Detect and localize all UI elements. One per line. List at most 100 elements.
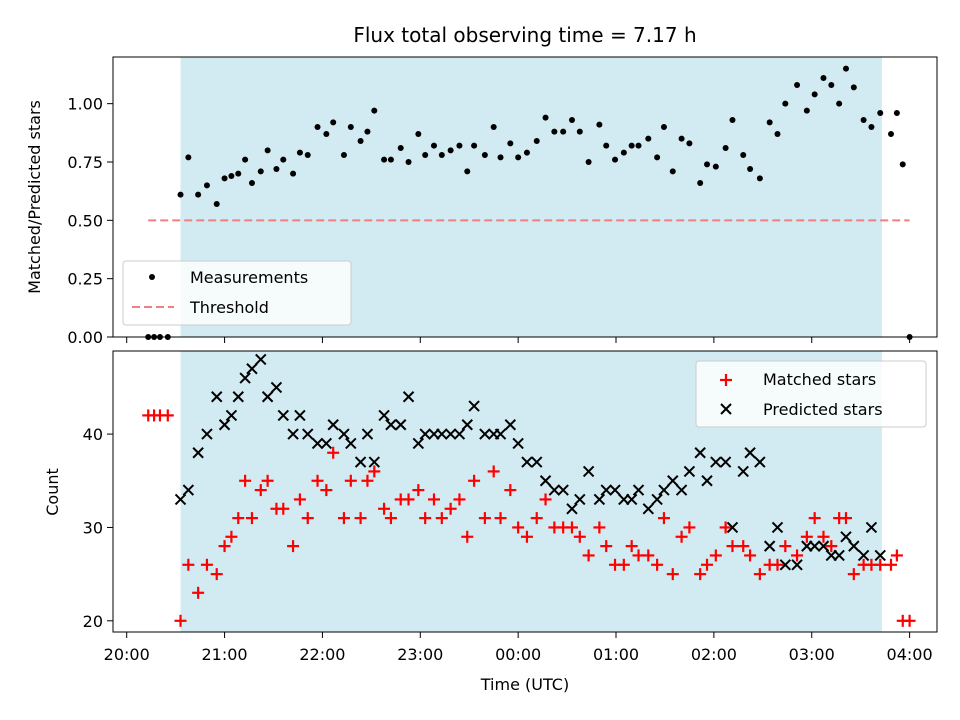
measurement-point <box>242 156 249 163</box>
y-tick-label: 1.00 <box>67 95 103 114</box>
matched-star-marker <box>726 540 739 553</box>
measurement-point <box>729 117 736 123</box>
top-x-tick-marks <box>126 337 911 343</box>
matched-star-marker <box>361 474 374 487</box>
bottom-axes-frame <box>112 350 938 633</box>
matched-star-marker <box>402 493 415 506</box>
predicted-star-marker <box>771 521 784 534</box>
predicted-star-marker <box>395 419 407 431</box>
measurement-point <box>364 128 371 135</box>
measurement-point <box>842 65 849 72</box>
predicted-star-marker <box>625 493 638 506</box>
measurement-point <box>585 159 592 165</box>
top-y-ticks: 0.00 0.25 0.50 0.75 1.00 <box>67 95 113 347</box>
predicted-star-marker <box>566 503 578 515</box>
matched-star-marker <box>847 568 860 581</box>
predicted-star-marker <box>817 540 830 552</box>
predicted-star-marker <box>512 437 524 450</box>
predicted-star-marker <box>675 484 688 496</box>
measurement-point <box>820 75 827 81</box>
measurement-point <box>371 107 378 114</box>
matched-star-marker <box>261 474 274 487</box>
x-tick-label: 04:00 <box>887 645 933 664</box>
measurement-point <box>860 117 867 123</box>
measurement-point <box>273 166 280 172</box>
predicted-star-marker <box>201 428 213 440</box>
measurement-point <box>628 142 635 149</box>
matched-star-marker <box>694 568 707 581</box>
measurement-point <box>257 168 264 175</box>
matched-star-marker <box>625 540 638 553</box>
matched-star-marker <box>487 465 500 478</box>
bottom-x-ticks: 20:00 21:00 22:00 23:00 00:00 01:00 02:00 03:00… <box>104 632 933 664</box>
measurement-point <box>523 149 530 156</box>
predicted-star-marker <box>539 475 552 487</box>
matched-star-marker <box>642 549 655 562</box>
measurement-point <box>438 152 445 158</box>
measurement-point <box>456 142 463 149</box>
predicted-star-marker <box>651 493 663 506</box>
matched-star-marker <box>225 530 238 543</box>
matched-star-marker <box>530 512 543 525</box>
matched-star-marker <box>337 512 350 525</box>
predicted-star-marker <box>531 456 543 468</box>
measurement-point <box>836 100 843 107</box>
matched-star-marker <box>651 558 664 571</box>
legend-label-measurements: Measurements <box>190 268 308 287</box>
matched-star-marker <box>200 558 213 571</box>
x-axis-label: Time (UTC) <box>480 675 569 694</box>
predicted-star-marker <box>667 475 679 487</box>
predicted-star-marker <box>385 419 397 431</box>
measurement-point <box>213 201 220 207</box>
x-tick-label: 02:00 <box>691 645 737 664</box>
measurement-point <box>654 154 661 161</box>
predicted-star-marker <box>658 484 670 496</box>
matched-star-marker <box>218 540 231 553</box>
measurement-point <box>195 191 202 198</box>
y-tick-label: 0.25 <box>67 270 103 289</box>
measurement-point <box>464 168 471 175</box>
measurement-point <box>712 163 719 170</box>
predicted-star-marker <box>754 456 766 468</box>
measurement-point <box>340 152 347 158</box>
measurement-point <box>551 128 558 135</box>
matched-star-marker <box>327 446 340 459</box>
measurement-point <box>576 128 583 135</box>
legend-marker-matched <box>720 374 732 386</box>
matched-star-marker <box>874 558 887 571</box>
matched-star-marker <box>890 549 903 562</box>
matched-star-marker <box>344 474 357 487</box>
matched-star-marker <box>539 493 552 506</box>
top-legend-box <box>122 260 352 326</box>
top-legend: Measurements Threshold <box>122 260 352 326</box>
x-tick-label: 20:00 <box>104 645 150 664</box>
predicted-star-marker <box>239 372 251 384</box>
matched-star-marker <box>800 530 813 543</box>
predicted-star-marker <box>412 437 425 450</box>
matched-star-marker <box>825 540 838 553</box>
predicted-star-marker <box>361 428 374 440</box>
measurement-point <box>415 131 422 137</box>
measurement-point <box>635 142 642 149</box>
predicted-star-marker <box>174 493 187 506</box>
predicted-star-marker <box>857 549 870 562</box>
matched-star-marker <box>444 502 457 515</box>
matched-star-marker <box>808 512 821 525</box>
matched-star-marker <box>817 530 830 543</box>
matched-star-marker <box>719 521 732 534</box>
matched-star-marker <box>239 474 252 487</box>
legend-label-threshold: Threshold <box>189 298 269 317</box>
measurement-point <box>248 180 255 186</box>
predicted-star-marker <box>791 559 803 571</box>
measurement-point <box>560 128 567 135</box>
x-tick-label: 23:00 <box>397 645 443 664</box>
measurement-point <box>542 114 549 121</box>
measurement-point <box>888 131 895 137</box>
predicted-star-marker <box>461 419 473 431</box>
measurement-point <box>397 145 404 151</box>
y-tick-label: 0.75 <box>67 153 103 172</box>
measurement-point <box>794 82 801 88</box>
predicted-star-marker <box>683 465 696 478</box>
matched-star-marker <box>582 549 595 562</box>
measurement-point <box>323 131 330 137</box>
